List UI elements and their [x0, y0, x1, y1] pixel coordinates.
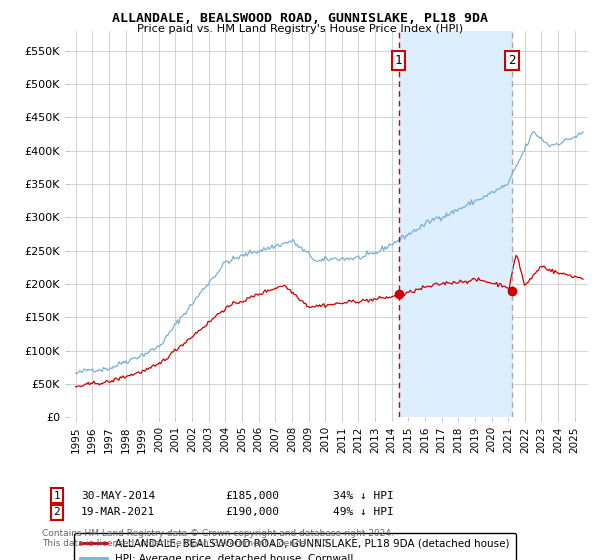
- Text: 49% ↓ HPI: 49% ↓ HPI: [333, 507, 394, 517]
- Text: This data is licensed under the Open Government Licence v3.0.: This data is licensed under the Open Gov…: [42, 539, 331, 548]
- Text: 2: 2: [508, 54, 515, 67]
- Legend: ALLANDALE, BEALSWOOD ROAD, GUNNISLAKE, PL18 9DA (detached house), HPI: Average p: ALLANDALE, BEALSWOOD ROAD, GUNNISLAKE, P…: [74, 533, 515, 560]
- Text: 30-MAY-2014: 30-MAY-2014: [81, 491, 155, 501]
- Text: ALLANDALE, BEALSWOOD ROAD, GUNNISLAKE, PL18 9DA: ALLANDALE, BEALSWOOD ROAD, GUNNISLAKE, P…: [112, 12, 488, 25]
- Text: £190,000: £190,000: [225, 507, 279, 517]
- Text: 1: 1: [53, 491, 61, 501]
- Bar: [398, 31, 512, 417]
- Text: 19-MAR-2021: 19-MAR-2021: [81, 507, 155, 517]
- Text: 1: 1: [395, 54, 402, 67]
- Text: Contains HM Land Registry data © Crown copyright and database right 2024.: Contains HM Land Registry data © Crown c…: [42, 529, 394, 538]
- Text: 2: 2: [53, 507, 61, 517]
- Text: £185,000: £185,000: [225, 491, 279, 501]
- Text: 34% ↓ HPI: 34% ↓ HPI: [333, 491, 394, 501]
- Text: Price paid vs. HM Land Registry's House Price Index (HPI): Price paid vs. HM Land Registry's House …: [137, 24, 463, 34]
